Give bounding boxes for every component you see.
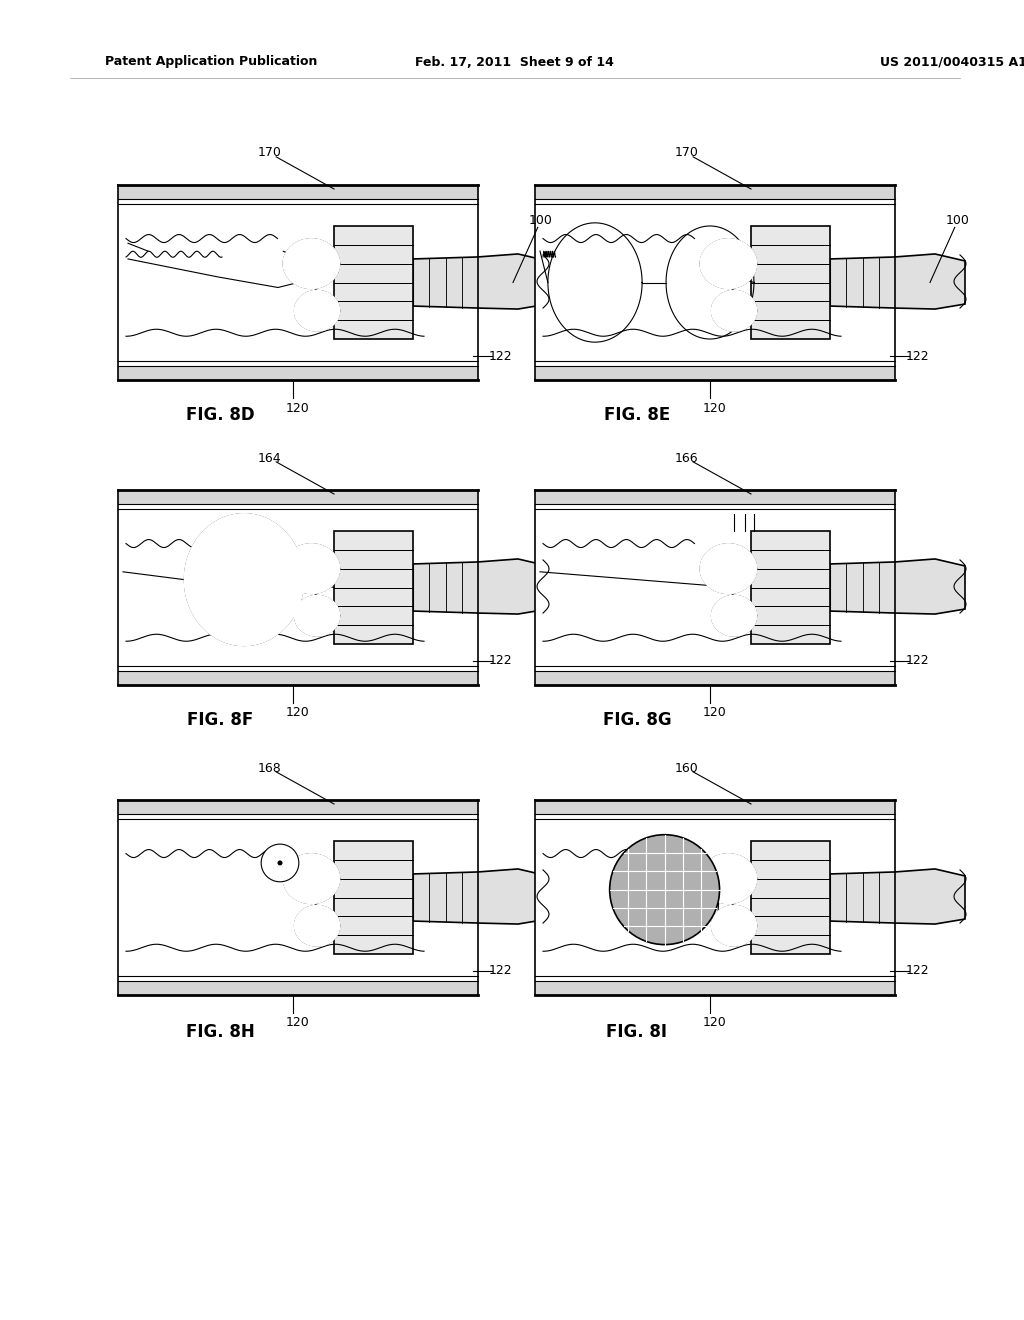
Polygon shape <box>700 544 757 594</box>
Bar <box>751 841 830 954</box>
Text: Feb. 17, 2011  Sheet 9 of 14: Feb. 17, 2011 Sheet 9 of 14 <box>415 55 613 69</box>
Text: 122: 122 <box>905 655 929 668</box>
Bar <box>118 800 478 995</box>
Bar <box>118 185 478 199</box>
Text: 100: 100 <box>529 214 553 227</box>
Bar <box>535 671 895 685</box>
Text: 120: 120 <box>286 706 310 719</box>
Bar <box>751 226 830 339</box>
Text: 122: 122 <box>488 350 512 363</box>
Polygon shape <box>284 854 340 903</box>
Bar <box>535 185 895 380</box>
Bar <box>118 981 478 995</box>
Circle shape <box>261 843 299 882</box>
Text: 168: 168 <box>257 762 281 775</box>
Bar <box>118 366 478 380</box>
Bar <box>118 490 478 685</box>
Text: 122: 122 <box>488 655 512 668</box>
Text: FIG. 8F: FIG. 8F <box>186 711 253 729</box>
Text: 120: 120 <box>286 401 310 414</box>
Polygon shape <box>295 595 340 636</box>
Bar <box>118 490 478 504</box>
Text: 160: 160 <box>675 762 698 775</box>
Polygon shape <box>830 253 965 309</box>
Bar <box>751 531 830 644</box>
Bar <box>535 800 895 814</box>
Bar <box>334 226 414 339</box>
Bar <box>334 531 414 644</box>
Text: 166: 166 <box>675 451 698 465</box>
Bar <box>334 841 414 954</box>
Text: US 2011/0040315 A1: US 2011/0040315 A1 <box>880 55 1024 69</box>
Polygon shape <box>830 869 965 924</box>
Polygon shape <box>712 906 757 946</box>
Text: 120: 120 <box>703 401 727 414</box>
Text: FIG. 8I: FIG. 8I <box>606 1023 668 1041</box>
Bar <box>535 800 895 995</box>
Polygon shape <box>184 513 304 645</box>
Text: 122: 122 <box>905 350 929 363</box>
Polygon shape <box>830 558 965 614</box>
Text: 122: 122 <box>905 965 929 978</box>
Polygon shape <box>284 544 340 594</box>
Polygon shape <box>700 854 757 903</box>
Text: 170: 170 <box>257 147 282 160</box>
Text: 120: 120 <box>286 1016 310 1030</box>
Text: Patent Application Publication: Patent Application Publication <box>105 55 317 69</box>
Polygon shape <box>295 906 340 946</box>
Text: 170: 170 <box>674 147 698 160</box>
Polygon shape <box>284 239 340 289</box>
Text: 164: 164 <box>257 451 281 465</box>
Bar <box>535 366 895 380</box>
Text: 120: 120 <box>703 706 727 719</box>
Text: FIG. 8H: FIG. 8H <box>185 1023 254 1041</box>
Bar <box>535 981 895 995</box>
Text: FIG. 8E: FIG. 8E <box>604 407 670 424</box>
Text: FIG. 8D: FIG. 8D <box>185 407 254 424</box>
Bar <box>535 490 895 504</box>
Text: 120: 120 <box>703 1016 727 1030</box>
Polygon shape <box>295 290 340 331</box>
Bar <box>118 671 478 685</box>
Text: 100: 100 <box>946 214 970 227</box>
Bar <box>535 185 895 199</box>
Polygon shape <box>414 253 548 309</box>
Bar <box>118 800 478 814</box>
Bar <box>118 185 478 380</box>
Polygon shape <box>712 595 757 636</box>
Text: FIG. 8G: FIG. 8G <box>603 711 672 729</box>
Bar <box>535 490 895 685</box>
Circle shape <box>278 861 283 866</box>
Polygon shape <box>700 239 757 289</box>
Polygon shape <box>414 869 548 924</box>
Text: 122: 122 <box>488 965 512 978</box>
Circle shape <box>609 834 720 945</box>
Polygon shape <box>414 558 548 614</box>
Polygon shape <box>712 290 757 331</box>
